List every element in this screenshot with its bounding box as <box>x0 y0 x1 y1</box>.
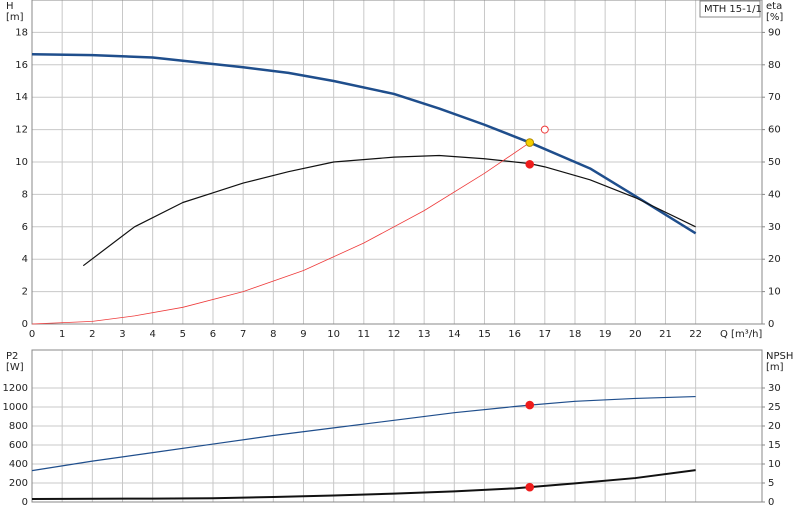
marker <box>540 125 549 134</box>
y-tick-label: 6 <box>22 222 28 233</box>
marker <box>525 482 535 492</box>
y2-tick-label: 30 <box>768 383 781 394</box>
y-tick-label: 2 <box>22 287 28 298</box>
curve <box>31 53 697 235</box>
y2-tick-label: 50 <box>768 157 781 168</box>
y-tick-label: 16 <box>15 60 28 71</box>
marker <box>525 400 535 410</box>
x-tick-label: 7 <box>240 329 246 340</box>
y-tick-label: 10 <box>15 157 28 168</box>
y-axis-unit: [W] <box>6 362 24 373</box>
y-tick-label: 0 <box>22 319 28 330</box>
curve <box>31 142 530 325</box>
y2-tick-label: 80 <box>768 60 781 71</box>
y-tick-label: 400 <box>9 459 28 470</box>
x-tick-label: 21 <box>659 329 672 340</box>
x-tick-label: 20 <box>629 329 642 340</box>
x-tick-label: 0 <box>29 329 35 340</box>
y-axis-label: H <box>6 1 14 12</box>
x-tick-label: 1 <box>59 329 65 340</box>
x-tick-label: 4 <box>149 329 155 340</box>
y2-tick-label: 70 <box>768 92 781 103</box>
y-tick-label: 0 <box>22 497 28 508</box>
x-tick-label: 9 <box>300 329 306 340</box>
x-tick-label: 16 <box>508 329 521 340</box>
marker <box>525 159 535 169</box>
y2-tick-label: 0 <box>768 497 774 508</box>
y-axis-unit: [m] <box>6 12 24 23</box>
x-tick-label: 3 <box>119 329 125 340</box>
y2-tick-label: 15 <box>768 440 781 451</box>
y-tick-label: 600 <box>9 440 28 451</box>
y2-tick-label: 25 <box>768 402 781 413</box>
y2-axis-unit: [%] <box>766 12 783 23</box>
y2-axis-unit: [m] <box>766 362 784 373</box>
x-tick-label: 15 <box>478 329 491 340</box>
y-tick-label: 18 <box>15 27 28 38</box>
y-tick-label: 12 <box>15 125 28 136</box>
y2-axis-label: eta <box>766 1 782 12</box>
x-tick-label: 10 <box>327 329 340 340</box>
y-axis-label: P2 <box>6 351 18 362</box>
x-tick-label: 22 <box>689 329 702 340</box>
y-tick-label: 200 <box>9 478 28 489</box>
y2-tick-label: 10 <box>768 287 781 298</box>
marker <box>525 138 535 147</box>
y-tick-label: 800 <box>9 421 28 432</box>
x-tick-label: 18 <box>569 329 582 340</box>
x-tick-label: 14 <box>448 329 461 340</box>
y2-tick-label: 90 <box>768 27 781 38</box>
y2-tick-label: 30 <box>768 222 781 233</box>
x-tick-label: 8 <box>270 329 276 340</box>
y2-tick-label: 20 <box>768 421 781 432</box>
y-tick-label: 14 <box>15 92 28 103</box>
x-tick-label: 12 <box>388 329 401 340</box>
y-tick-label: 4 <box>22 254 28 265</box>
y2-tick-label: 10 <box>768 459 781 470</box>
x-tick-label: 13 <box>418 329 431 340</box>
x-tick-label: 5 <box>180 329 186 340</box>
curve <box>31 469 696 500</box>
y-tick-label: 1000 <box>3 402 28 413</box>
x-tick-label: 2 <box>89 329 95 340</box>
y2-tick-label: 20 <box>768 254 781 265</box>
x-tick-label: 11 <box>357 329 370 340</box>
y2-tick-label: 5 <box>768 478 774 489</box>
y2-tick-label: 0 <box>768 319 774 330</box>
x-tick-label: 17 <box>538 329 551 340</box>
plot-frame <box>31 349 763 503</box>
curve <box>82 154 696 267</box>
y2-axis-label: NPSH <box>766 351 793 362</box>
x-axis-label: Q [m³/h] <box>720 329 762 340</box>
curve <box>31 395 696 472</box>
y2-tick-label: 60 <box>768 125 781 136</box>
y2-tick-label: 40 <box>768 189 781 200</box>
y-tick-label: 8 <box>22 189 28 200</box>
plot-frame <box>31 0 763 325</box>
x-tick-label: 19 <box>599 329 612 340</box>
chart-title: MTH 15-1/1 <box>704 4 762 15</box>
x-tick-label: 6 <box>210 329 216 340</box>
y-tick-label: 1200 <box>3 383 28 394</box>
title-box <box>699 0 761 18</box>
